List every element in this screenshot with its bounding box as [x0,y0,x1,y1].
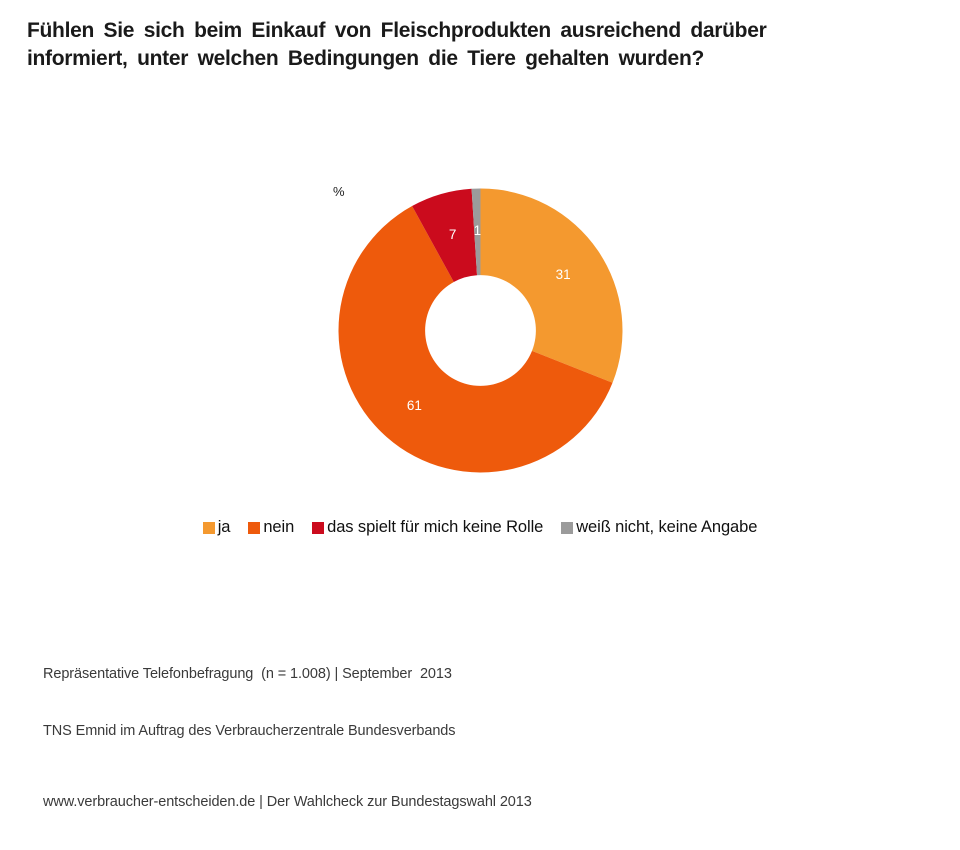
legend-swatch-icon [202,521,215,534]
footer-source-line-1: Repräsentative Telefonbefragung (n = 1.0… [43,666,452,682]
legend-swatch-icon [248,521,261,534]
legend-label: weiß nicht, keine Angabe [576,518,758,536]
legend-item-3: weiß nicht, keine Angabe [561,518,757,537]
legend-item-0: ja [202,518,231,537]
legend-label: nein [263,518,295,536]
legend-item-2: das spielt für mich keine Rolle [312,518,543,537]
segment-value-label-2: 7 [449,227,457,242]
footer-source-line-2: TNS Emnid im Auftrag des Verbraucherzent… [43,723,456,739]
segment-value-label-3: 1 [474,223,482,238]
legend-label: das spielt für mich keine Rolle [327,518,544,536]
legend-swatch-icon [312,521,325,534]
chart-segment-2 [412,188,478,282]
chart-segment-0 [480,188,623,383]
survey-slide: Fühlen Sie sich beim Einkauf von Fleisch… [0,17,960,810]
chart-segment-3 [471,188,481,276]
segment-value-label-0: 31 [556,267,571,282]
percent-unit-label: % [333,184,345,199]
title-line-2: informiert, unter welchen Bedingungen di… [27,47,704,70]
legend-swatch-icon [561,521,574,534]
chart-title: Fühlen Sie sich beim Einkauf von Fleisch… [27,17,922,73]
title-line-1: Fühlen Sie sich beim Einkauf von Fleisch… [27,19,767,42]
footer-website-line: www.verbraucher-entscheiden.de | Der Wah… [43,794,532,810]
footer: Repräsentative Telefonbefragung (n = 1.0… [43,627,532,850]
donut-chart: 31 61 7 1 [338,188,623,473]
chart-legend: ja nein das spielt für mich keine Rolle wei… [0,518,960,537]
legend-label: ja [217,518,231,536]
legend-item-1: nein [248,518,294,537]
chart-segment-1 [338,206,613,473]
segment-value-label-1: 61 [407,398,422,413]
